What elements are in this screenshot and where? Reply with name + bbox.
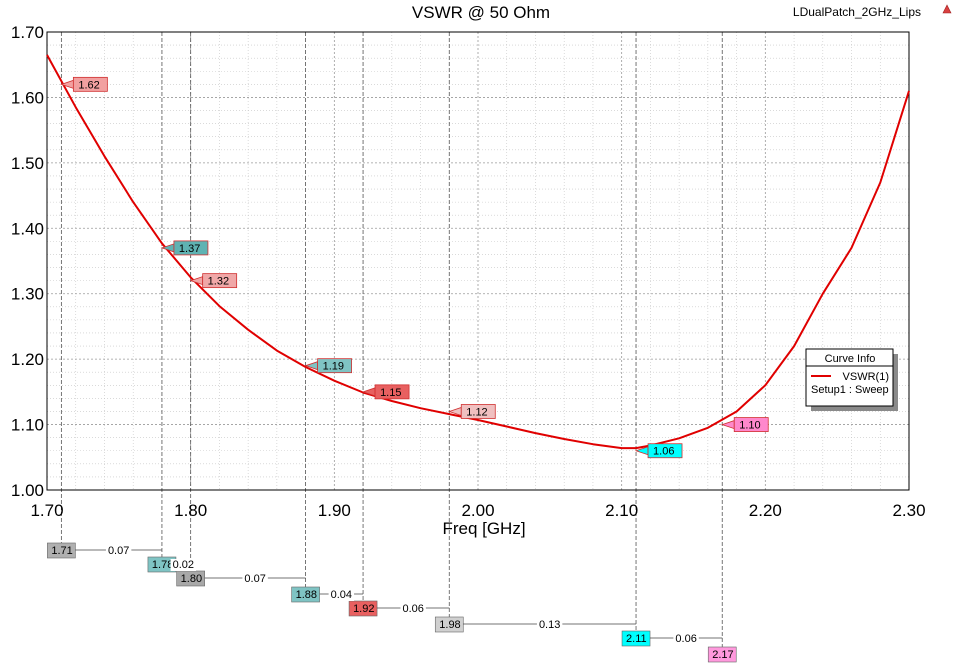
delta-label-bg [170, 559, 197, 571]
marker-freq-box [47, 542, 76, 559]
delta-label: 0.07 [108, 545, 129, 557]
marker-value-box [72, 76, 108, 92]
legend-entry-sub: Setup1 : Sweep [811, 384, 889, 396]
marker-value-label: 1.12 [466, 406, 487, 418]
x-axis-label: Freq [GHz] [442, 519, 525, 538]
marker-pointer [60, 79, 74, 89]
x-marker-labels: 1.71 1.78 1.80 1.88 1.92 1.98 2.11 2.17 0.07 0.02… [47, 542, 737, 663]
marker-value-box [173, 240, 209, 256]
legend-entry-name: VSWR(1) [843, 371, 889, 383]
marker-value-label: 1.06 [653, 446, 674, 458]
marker-freq-box [291, 586, 320, 603]
marker-freq-label: 1.80 [181, 573, 202, 585]
delta-label-bg [536, 619, 563, 631]
y-tick-label: 1.10 [11, 416, 44, 435]
delta-label: 0.13 [539, 619, 560, 631]
legend-box [805, 348, 894, 407]
delta-label: 0.04 [331, 589, 352, 601]
marker-freq-box [434, 616, 464, 633]
y-tick-label: 1.20 [11, 350, 44, 369]
marker-value-label: 1.15 [380, 387, 401, 399]
x-tick-label: 1.90 [318, 501, 351, 520]
x-tick-label: 2.00 [461, 501, 494, 520]
marker-freq-label: 2.11 [626, 633, 647, 645]
marker-pointer [720, 420, 735, 430]
marker-value-box [733, 417, 769, 432]
plot-frame [46, 31, 910, 491]
marker-freq-label: 1.92 [353, 603, 374, 615]
marker-freq-box [348, 600, 378, 617]
x-tick-label: 2.30 [892, 501, 925, 520]
delta-label-bg [400, 603, 426, 615]
marker-lines [60, 32, 723, 654]
x-tick-label: 2.10 [605, 501, 638, 520]
legend[interactable]: Curve Info VSWR(1) Setup1 : Sweep [805, 348, 898, 411]
project-label: LDualPatch_2GHz_Lips [793, 5, 921, 19]
marker-freq-label: 2.17 [712, 649, 733, 661]
x-tick-labels: 1.70 1.80 1.90 2.00 2.10 2.20 2.30 [30, 501, 925, 520]
delta-label-bg [673, 633, 699, 645]
marker-value-box [317, 358, 353, 374]
marker-freq-label: 1.71 [51, 545, 72, 557]
delta-label-bg [328, 589, 355, 601]
marker-value-box [202, 273, 238, 289]
y-tick-label: 1.50 [11, 154, 44, 173]
marker-value-label: 1.10 [739, 420, 760, 432]
y-tick-label: 1.30 [11, 285, 44, 304]
marker-freq-box [707, 646, 737, 663]
chart-title: VSWR @ 50 Ohm [412, 3, 550, 22]
x-tick-label: 1.80 [174, 501, 207, 520]
marker-value-label: 1.62 [78, 79, 99, 91]
y-tick-label: 1.00 [11, 481, 44, 500]
delta-label-bg [242, 573, 268, 585]
delta-label: 0.02 [173, 559, 194, 571]
y-tick-labels: 1.00 1.10 1.20 1.30 1.40 1.50 1.60 1.70 [11, 23, 44, 500]
marker-value-box [647, 443, 683, 459]
x-tick-label: 1.70 [30, 501, 63, 520]
marker-value-label: 1.32 [208, 276, 229, 288]
marker-value-label: 1.37 [179, 243, 200, 255]
marker-freq-label: 1.88 [296, 589, 317, 601]
delta-label: 0.06 [675, 633, 696, 645]
marker-value-box [374, 384, 410, 400]
y-marker-labels: 1.62 1.37 1.32 1.19 1.15 1.12 1.06 1.10 [60, 76, 769, 459]
marker-freq-label: 1.78 [152, 559, 173, 571]
marker-value-label: 1.19 [323, 361, 344, 373]
delta-label: 0.06 [402, 603, 423, 615]
legend-title: Curve Info [825, 353, 876, 365]
delta-label-bg [105, 545, 132, 557]
marker-freq-label: 1.98 [439, 619, 460, 631]
y-tick-label: 1.40 [11, 219, 44, 238]
marker-freq-box [621, 630, 651, 647]
x-tick-label: 2.20 [749, 501, 782, 520]
delta-label: 0.07 [244, 573, 265, 585]
marker-value-box [460, 404, 496, 419]
y-tick-label: 1.70 [11, 23, 44, 42]
warning-triangle-icon[interactable] [942, 4, 952, 14]
y-tick-label: 1.60 [11, 88, 44, 107]
